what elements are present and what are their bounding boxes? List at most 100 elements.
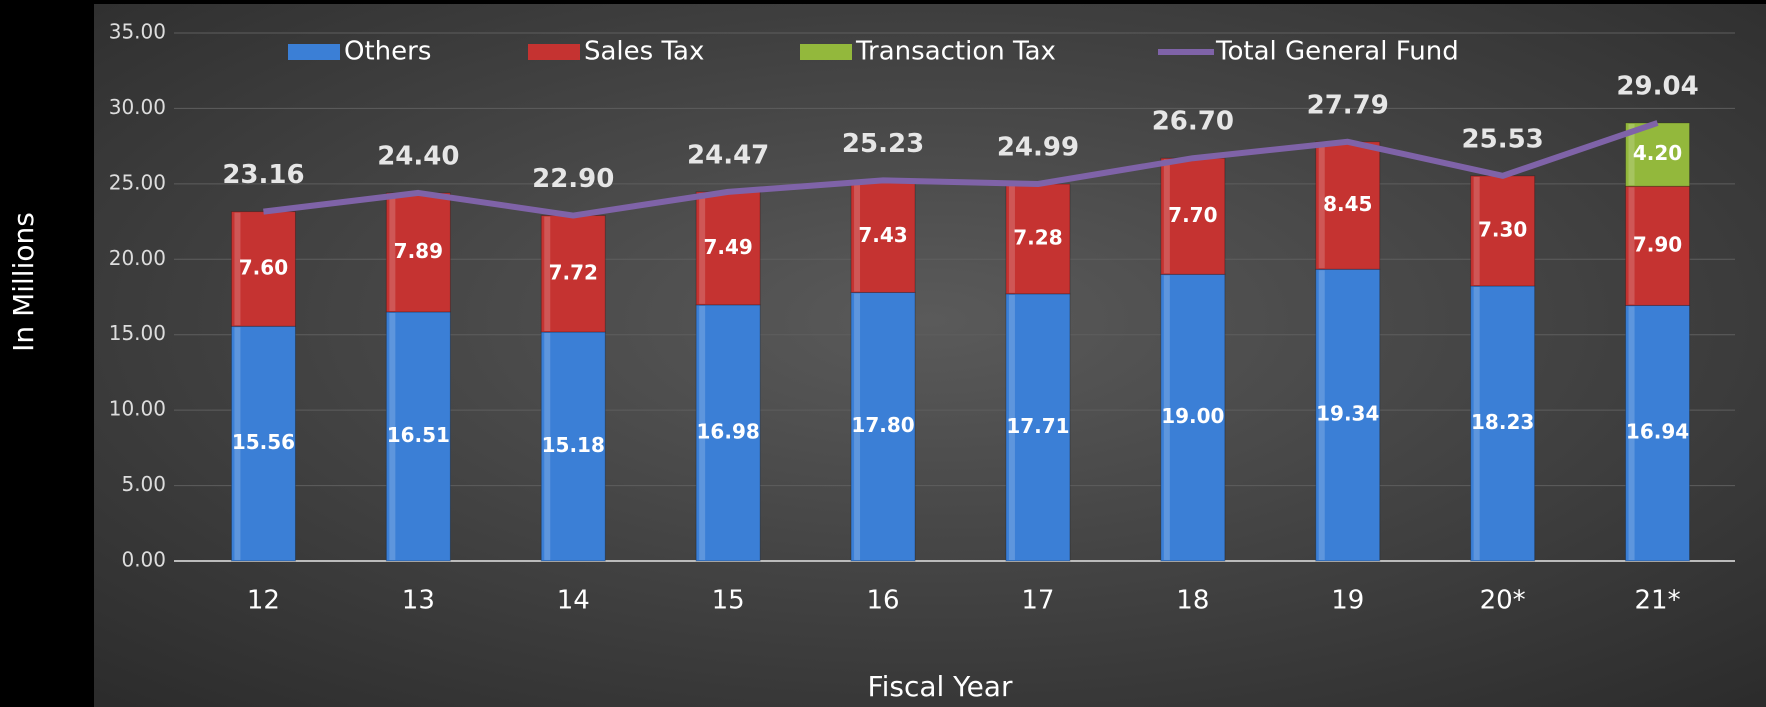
data-label: 7.43 (858, 223, 907, 247)
y-tick-label: 5.00 (121, 472, 166, 496)
bar-segment (1315, 141, 1381, 270)
data-label: 7.49 (703, 235, 752, 259)
total-label: 25.23 (842, 129, 924, 159)
data-label: 7.60 (239, 255, 288, 279)
data-label: 18.23 (1471, 410, 1534, 434)
bar-highlight (234, 327, 241, 560)
x-tick-label: 17 (1021, 586, 1054, 616)
y-tick-label: 30.00 (109, 95, 166, 119)
total-label: 26.70 (1152, 107, 1234, 137)
bar-segment (1160, 157, 1226, 275)
bar-segment (695, 304, 761, 562)
data-label: 16.51 (387, 423, 450, 447)
data-label: 17.80 (851, 413, 914, 437)
bar-segment (540, 331, 606, 562)
data-label: 19.00 (1161, 404, 1224, 428)
y-tick-label: 10.00 (109, 397, 166, 421)
x-tick-label: 13 (402, 586, 435, 616)
bar-segment (850, 179, 916, 293)
legend-label: Sales Tax (584, 37, 704, 67)
data-label: 19.34 (1316, 402, 1379, 426)
bar-segment (850, 291, 916, 562)
bar-highlight (1163, 159, 1170, 274)
data-label: 7.89 (394, 239, 443, 263)
data-label: 7.28 (1013, 225, 1062, 249)
x-tick-label: 18 (1176, 586, 1209, 616)
legend-swatch (800, 44, 852, 60)
x-tick-label: 16 (867, 586, 900, 616)
y-tick-label: 25.00 (109, 170, 166, 194)
bar-segment (1625, 185, 1691, 306)
bar-segment (1005, 183, 1071, 295)
bar-segment (1315, 268, 1381, 562)
bar-segment (230, 325, 296, 562)
legend-label: Total General Fund (1215, 37, 1459, 67)
bar-segment (1625, 122, 1691, 187)
total-label: 24.99 (997, 133, 1079, 163)
total-label: 23.16 (222, 160, 304, 190)
bar-highlight (1008, 294, 1015, 560)
bar-highlight (1473, 286, 1480, 560)
total-label: 27.79 (1307, 90, 1389, 120)
legend-swatch (528, 44, 580, 60)
x-tick-label: 21* (1635, 586, 1681, 616)
bar-highlight (699, 192, 706, 304)
bar-segment (1625, 304, 1691, 562)
data-label: 17.71 (1006, 414, 1069, 438)
legend-label: Transaction Tax (855, 37, 1056, 67)
total-label: 29.04 (1616, 71, 1698, 101)
bar-highlight (1163, 275, 1170, 560)
bar-segment (230, 211, 296, 327)
bar-highlight (389, 193, 396, 311)
bar-highlight (1318, 270, 1325, 560)
bar-highlight (1473, 176, 1480, 285)
bar-segment (385, 311, 451, 562)
data-label: 15.18 (542, 433, 605, 457)
x-tick-label: 14 (557, 586, 590, 616)
bar-highlight (1628, 187, 1635, 305)
data-label: 7.30 (1478, 217, 1527, 241)
x-tick-label: 15 (712, 586, 745, 616)
data-label: 7.72 (549, 260, 598, 284)
y-tick-label: 15.00 (109, 321, 166, 345)
bar-segment (540, 215, 606, 333)
y-axis-label: In Millions (7, 212, 40, 352)
bar-highlight (1008, 185, 1015, 293)
bar-highlight (1628, 123, 1635, 186)
data-label: 7.90 (1633, 232, 1682, 256)
bar-highlight (234, 212, 241, 326)
bar-highlight (854, 293, 861, 560)
legend-swatch (288, 44, 340, 60)
bar-segment (385, 192, 451, 313)
bar-highlight (699, 305, 706, 560)
legend-label: Others (344, 37, 431, 67)
x-tick-label: 20* (1480, 586, 1526, 616)
total-label: 24.40 (377, 141, 459, 171)
bar-highlight (544, 332, 551, 560)
data-label: 15.56 (232, 430, 295, 454)
bar-highlight (544, 216, 551, 331)
bar-segment (1470, 285, 1536, 562)
y-tick-label: 35.00 (109, 20, 166, 44)
bar-highlight (1318, 142, 1325, 269)
data-label: 7.70 (1168, 203, 1217, 227)
bar-highlight (389, 312, 396, 560)
x-tick-label: 19 (1331, 586, 1364, 616)
line (263, 120, 1659, 219)
total-label: 25.53 (1462, 124, 1544, 154)
data-label: 16.98 (697, 419, 760, 443)
total-label: 24.47 (687, 140, 769, 170)
x-axis-label: Fiscal Year (868, 670, 1013, 703)
data-label: 4.20 (1633, 141, 1682, 165)
data-label: 16.94 (1626, 420, 1689, 444)
bar-highlight (1628, 306, 1635, 560)
y-tick-label: 0.00 (121, 548, 166, 572)
y-tick-label: 20.00 (109, 246, 166, 270)
bar-segment (1470, 175, 1536, 287)
bar-highlight (854, 181, 861, 292)
data-label: 8.45 (1323, 192, 1372, 216)
total-label: 22.90 (532, 164, 614, 194)
bar-segment (1160, 273, 1226, 562)
